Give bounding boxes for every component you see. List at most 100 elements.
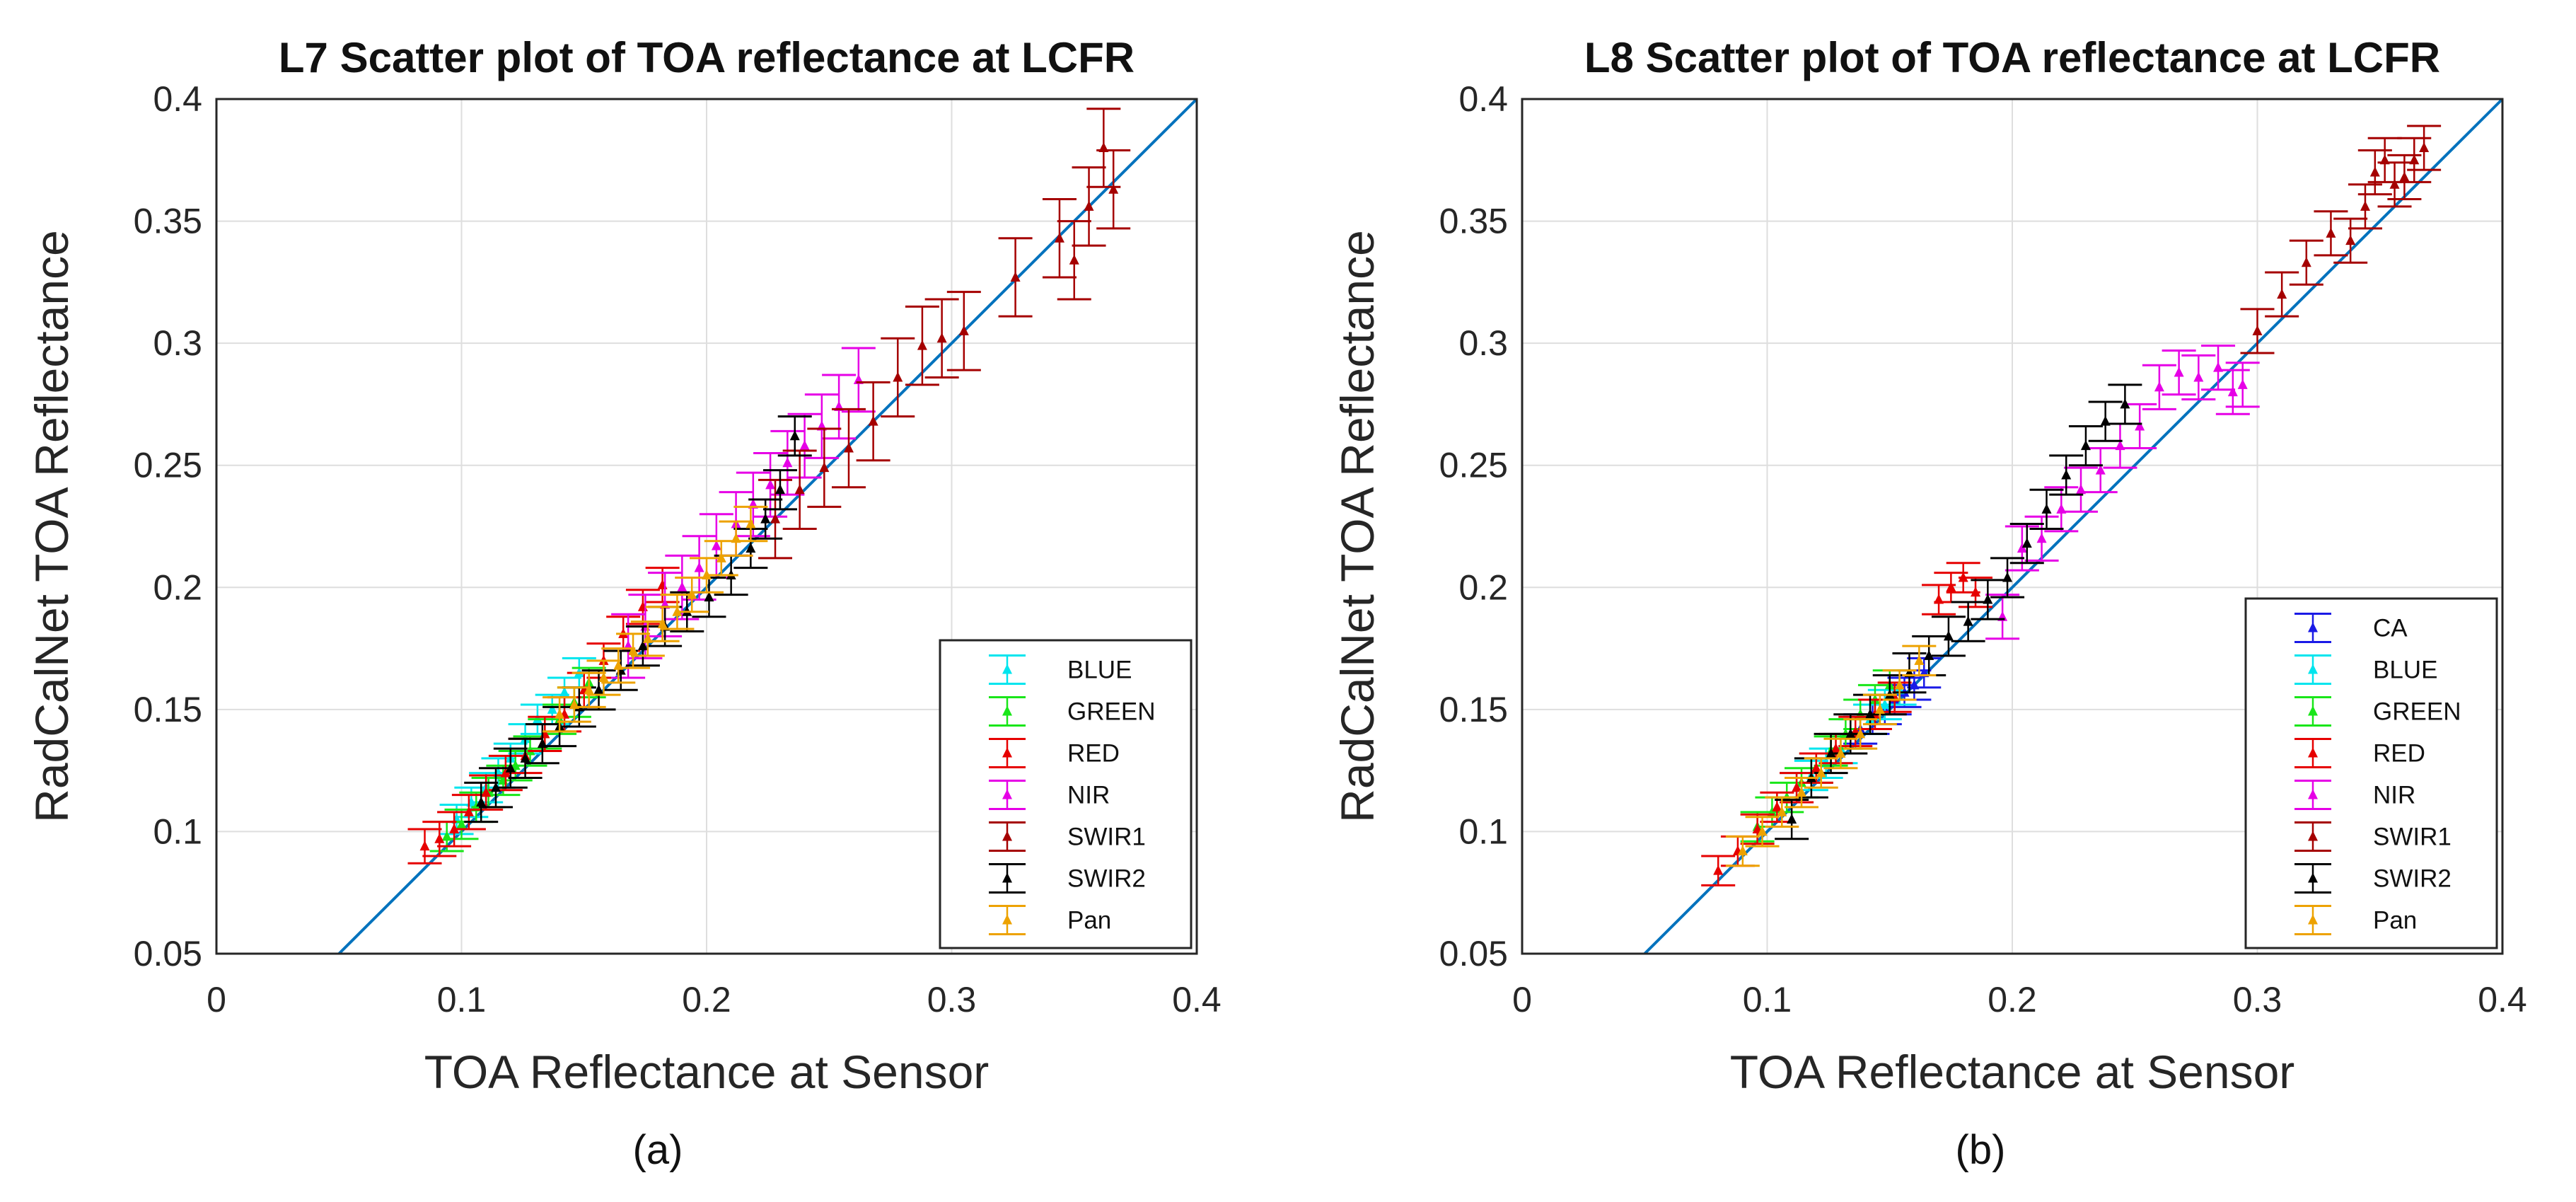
x-tick-label: 0.3	[927, 980, 977, 1019]
x-tick-label: 0.4	[2478, 980, 2527, 1019]
y-axis-label: RadCalNet TOA Reflectance	[1331, 230, 1383, 823]
data-point	[1757, 826, 1768, 836]
data-point	[1855, 728, 1866, 739]
data-point	[2036, 533, 2047, 543]
legend-label: RED	[2373, 740, 2425, 768]
data-point	[1963, 616, 1973, 626]
legend-entry: BLUE	[989, 654, 1132, 685]
data-point	[1983, 594, 1993, 604]
legend-marker	[1002, 664, 1012, 674]
legend-marker	[2308, 789, 2318, 799]
data-point	[760, 513, 771, 524]
data-point	[770, 513, 781, 524]
x-tick-label: 0.1	[1743, 980, 1792, 1019]
data-point	[505, 762, 516, 773]
legend-box	[939, 639, 1193, 949]
y-tick-label: 0.35	[134, 202, 202, 241]
legend-label: BLUE	[2373, 657, 2437, 684]
series-swir1	[2240, 125, 2442, 354]
data-point	[794, 484, 805, 495]
legend-marker	[1002, 789, 1012, 799]
series-pan	[1725, 645, 1937, 867]
data-point	[555, 708, 565, 719]
x-axis-label: TOA Reflectance at Sensor	[424, 1046, 990, 1098]
data-point	[1811, 762, 1821, 773]
legend-label: GREEN	[1067, 698, 1155, 726]
legend-label: SWIR2	[2373, 865, 2452, 893]
data-point	[1971, 586, 1981, 597]
legend-marker	[2308, 872, 2318, 883]
data-point	[2301, 257, 2311, 267]
y-tick-label: 0.4	[1458, 79, 1508, 119]
data-point	[593, 684, 604, 695]
data-point	[2080, 440, 2091, 451]
subfigure-label-a: (a)	[633, 1127, 683, 1173]
axes-frame	[215, 98, 1198, 955]
legend-label: GREEN	[2373, 698, 2461, 726]
legend-label: NIR	[2373, 782, 2415, 809]
legend-entry: Pan	[2294, 905, 2417, 935]
data-point	[2100, 415, 2111, 426]
data-point	[1777, 806, 1787, 816]
legend-marker	[2308, 664, 2318, 674]
data-point	[2120, 398, 2130, 409]
data-point	[745, 518, 756, 528]
axes-frame	[1521, 98, 2504, 955]
data-point	[1914, 654, 1925, 665]
y-tick-label: 0.3	[153, 323, 202, 363]
data-point	[687, 589, 697, 599]
data-point	[1816, 767, 1826, 778]
data-point	[463, 806, 474, 816]
legend-label: NIR	[1067, 782, 1110, 809]
legend-entry: BLUE	[2294, 654, 2437, 685]
y-tick-label: 0.15	[1439, 690, 1508, 729]
legend-box	[2244, 597, 2498, 949]
legend-label: SWIR2	[1067, 865, 1146, 893]
data-point	[2061, 469, 2072, 480]
data-point	[936, 333, 947, 343]
data-point	[819, 462, 830, 473]
legend-entry: NIR	[989, 780, 1110, 810]
data-point	[2409, 154, 2420, 165]
data-point	[2326, 227, 2336, 238]
panel-l8-scatter: L8 Scatter plot of TOA reflectance at LC…	[1331, 34, 2527, 1098]
data-point	[481, 787, 492, 797]
legend-label: RED	[1067, 740, 1120, 768]
legend-label: BLUE	[1067, 657, 1132, 684]
data-point	[584, 684, 594, 695]
data-point	[1946, 582, 1956, 592]
data-point	[2277, 289, 2287, 299]
data-point	[419, 840, 430, 851]
data-point	[1797, 787, 1807, 797]
data-point	[711, 540, 721, 550]
legend-marker	[1002, 914, 1012, 925]
data-point	[868, 415, 878, 426]
data-point	[1826, 747, 1836, 758]
y-tick-label: 0.05	[1439, 934, 1508, 973]
data-point	[765, 479, 776, 490]
y-tick-label: 0.1	[153, 811, 202, 851]
data-point	[1924, 649, 1934, 660]
data-point	[2135, 420, 2145, 431]
legend-entry: NIR	[2294, 780, 2415, 810]
x-tick-label: 0.4	[1172, 980, 1222, 1019]
legend-entry: SWIR2	[2294, 863, 2452, 894]
data-point	[1835, 747, 1846, 758]
y-tick-label: 0.25	[1439, 446, 1508, 485]
data-point	[2115, 440, 2125, 451]
data-point	[1943, 630, 1954, 641]
data-point	[476, 797, 487, 807]
x-tick-label: 0.3	[2233, 980, 2282, 1019]
data-point	[2041, 503, 2052, 514]
data-point	[893, 371, 903, 382]
legend-entry: RED	[989, 738, 1120, 768]
legend-entry: CA	[2294, 613, 2408, 643]
data-point	[774, 484, 785, 495]
legend-marker	[1002, 705, 1012, 716]
legend-entry: RED	[2294, 738, 2425, 768]
data-point	[1787, 814, 1797, 824]
legend-entry: SWIR1	[989, 821, 1146, 852]
legend-label: Pan	[1067, 907, 1111, 935]
data-point	[745, 543, 756, 553]
